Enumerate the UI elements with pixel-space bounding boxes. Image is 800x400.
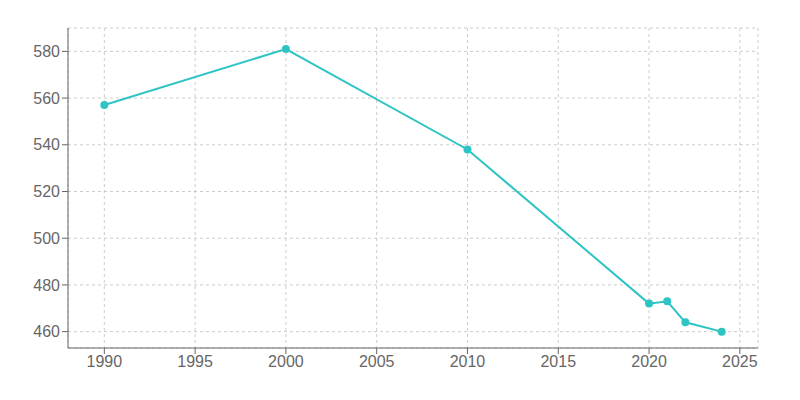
svg-text:540: 540 xyxy=(33,136,60,153)
svg-text:2020: 2020 xyxy=(631,353,667,370)
svg-text:2000: 2000 xyxy=(268,353,304,370)
svg-text:2015: 2015 xyxy=(540,353,576,370)
svg-text:2025: 2025 xyxy=(722,353,758,370)
svg-text:2005: 2005 xyxy=(359,353,395,370)
svg-text:520: 520 xyxy=(33,183,60,200)
svg-text:2010: 2010 xyxy=(450,353,486,370)
svg-text:480: 480 xyxy=(33,277,60,294)
svg-text:1990: 1990 xyxy=(87,353,123,370)
svg-text:560: 560 xyxy=(33,90,60,107)
svg-text:1995: 1995 xyxy=(177,353,213,370)
svg-text:500: 500 xyxy=(33,230,60,247)
svg-text:460: 460 xyxy=(33,323,60,340)
svg-text:580: 580 xyxy=(33,43,60,60)
